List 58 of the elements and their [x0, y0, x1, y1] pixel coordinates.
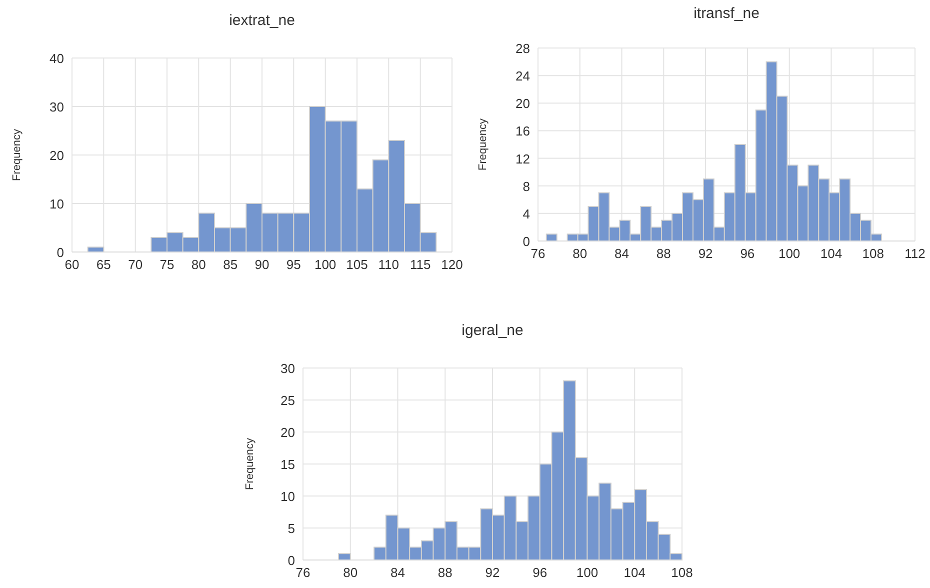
y-tick-label: 10 — [50, 196, 64, 212]
y-tick-label: 40 — [50, 51, 64, 66]
y-tick-label: 12 — [516, 151, 530, 166]
x-tick-label: 90 — [254, 257, 270, 272]
y-axis-title: Frequency — [244, 438, 256, 490]
x-tick-label: 110 — [378, 257, 400, 272]
y-tick-label: 15 — [280, 457, 295, 472]
x-tick-label: 120 — [441, 257, 463, 272]
x-tick-label: 80 — [191, 257, 206, 272]
y-tick-label: 0 — [522, 234, 530, 249]
chart-title: itransf_ne — [694, 5, 760, 22]
y-axis-title: Frequency — [11, 128, 23, 181]
x-tick-label: 92 — [698, 246, 713, 261]
x-tick-label: 115 — [410, 257, 431, 272]
y-tick-label: 10 — [280, 489, 295, 504]
x-tick-label: 60 — [64, 257, 80, 272]
y-tick-label: 20 — [280, 425, 295, 440]
x-tick-label: 92 — [485, 565, 500, 580]
y-tick-label: 16 — [516, 124, 530, 139]
x-tick-label: 85 — [223, 257, 238, 272]
x-tick-label: 100 — [314, 257, 336, 272]
x-tick-label: 88 — [656, 246, 671, 261]
chart-title: igeral_ne — [462, 322, 524, 339]
x-tick-label: 95 — [286, 257, 301, 272]
x-tick-label: 112 — [904, 246, 926, 261]
x-tick-label: 84 — [614, 246, 630, 261]
x-tick-label: 65 — [96, 257, 111, 272]
x-tick-label: 76 — [296, 565, 310, 580]
x-tick-label: 104 — [624, 565, 646, 580]
y-tick-label: 20 — [516, 96, 530, 112]
x-tick-label: 100 — [576, 565, 598, 580]
y-tick-label: 0 — [56, 245, 64, 260]
y-tick-label: 8 — [522, 178, 530, 194]
x-tick-label: 80 — [572, 246, 588, 261]
chart-title: iextrat_ne — [229, 12, 295, 29]
y-tick-label: 30 — [50, 100, 64, 114]
x-tick-label: 100 — [778, 246, 800, 261]
x-tick-label: 96 — [740, 246, 755, 261]
x-tick-label: 104 — [820, 246, 842, 261]
y-tick-label: 4 — [522, 206, 530, 222]
y-tick-label: 30 — [280, 361, 295, 376]
x-tick-label: 76 — [530, 246, 546, 261]
x-tick-label: 80 — [343, 565, 358, 580]
y-tick-label: 25 — [280, 393, 295, 408]
x-tick-label: 70 — [128, 257, 143, 272]
x-tick-label: 75 — [160, 257, 174, 272]
y-tick-label: 0 — [288, 553, 295, 568]
y-tick-label: 5 — [288, 521, 295, 536]
x-tick-label: 108 — [671, 565, 693, 580]
y-tick-label: 20 — [50, 148, 64, 163]
x-tick-label: 84 — [390, 565, 405, 580]
x-tick-label: 108 — [862, 246, 884, 261]
y-tick-label: 28 — [516, 41, 530, 56]
y-axis-title: Frequency — [477, 118, 489, 170]
x-tick-label: 96 — [532, 565, 548, 580]
y-tick-label: 24 — [516, 68, 530, 84]
x-tick-label: 105 — [346, 257, 368, 272]
x-tick-label: 88 — [438, 565, 452, 580]
